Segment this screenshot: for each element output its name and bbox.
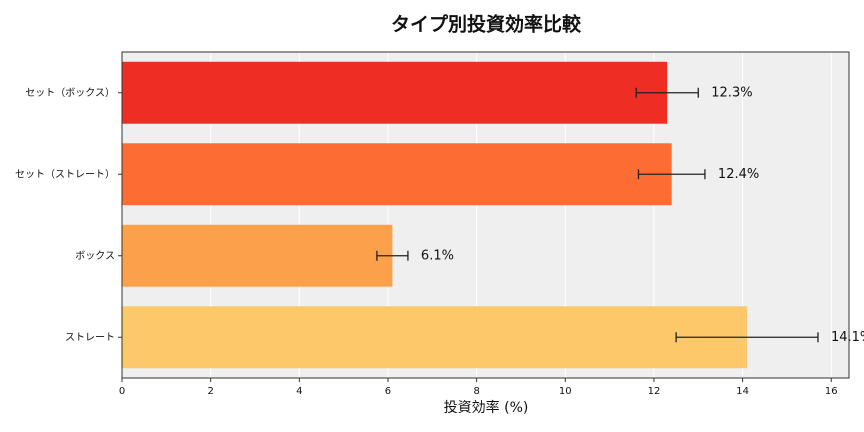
y-tick-label: ストレート — [65, 332, 115, 343]
x-tick-label: 4 — [296, 386, 302, 397]
error-bar — [376, 250, 409, 261]
plot-frame — [121, 51, 850, 379]
error-bar — [675, 332, 819, 343]
x-tick-label: 12 — [648, 386, 661, 397]
bar — [122, 306, 748, 369]
x-tick-label: 6 — [385, 386, 391, 397]
x-axis-label: 投資効率 (%) — [444, 399, 529, 416]
error-bar — [635, 87, 699, 98]
chart-title: タイプ別投資効率比較 — [391, 13, 582, 36]
bar — [122, 224, 393, 287]
bar — [122, 143, 672, 206]
value-label: 6.1% — [421, 248, 454, 263]
y-tick-label: セット（ストレート） — [15, 168, 115, 180]
bar — [122, 61, 668, 124]
y-tick-label: セット（ボックス） — [25, 87, 115, 99]
x-tick-label: 2 — [207, 386, 213, 397]
value-label: 14.1% — [831, 330, 864, 345]
x-tick-label: 0 — [119, 386, 125, 397]
x-tick-label: 16 — [825, 386, 838, 397]
x-tick-label: 10 — [559, 386, 572, 397]
error-bar — [637, 169, 706, 180]
x-tick-label: 14 — [736, 386, 749, 397]
x-tick-label: 8 — [473, 386, 479, 397]
value-label: 12.4% — [718, 167, 759, 182]
value-label: 12.3% — [711, 85, 752, 100]
y-tick-label: ボックス — [75, 250, 115, 262]
